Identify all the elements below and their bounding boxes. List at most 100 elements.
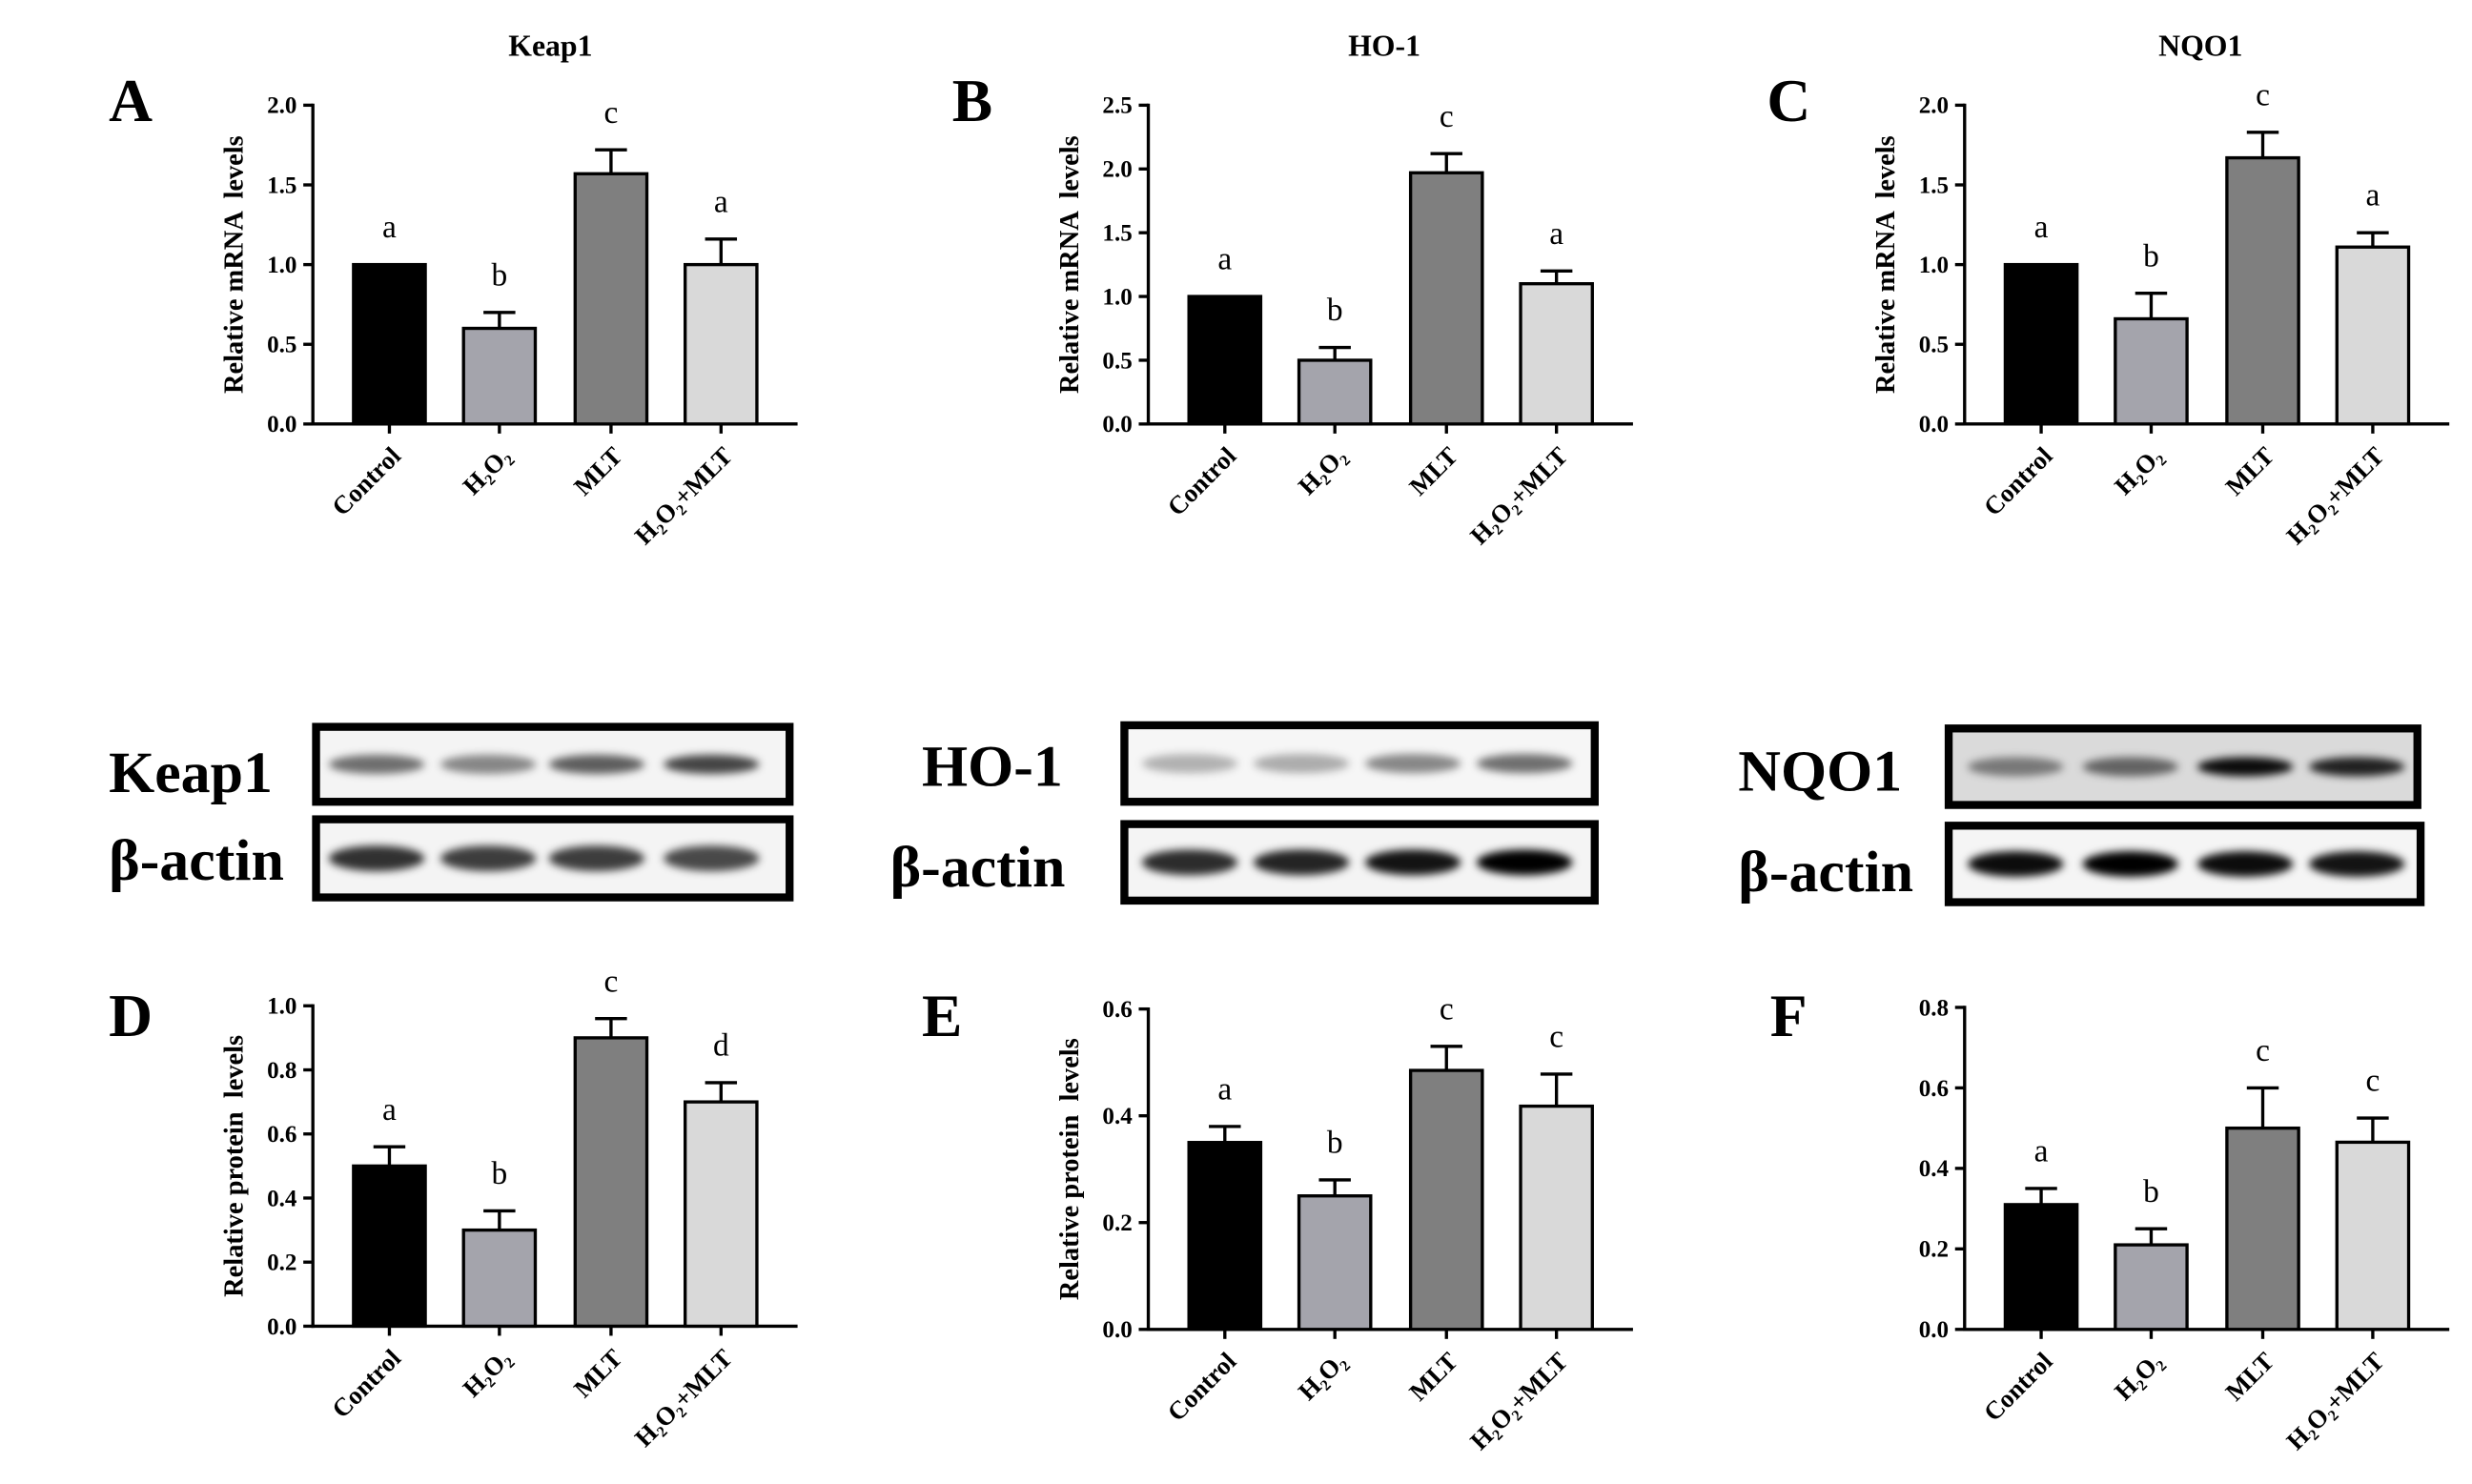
- chart-panel-c: C NQO1 Relative mRNA levels 0.0 0.5 1.0 1.5 2.0…: [1767, 30, 2450, 550]
- significance-letter: b: [2143, 1174, 2159, 1210]
- y-tick-label: 2.0: [1919, 93, 1949, 119]
- blot-band: [1253, 754, 1350, 774]
- bar-h2o2-mlt: [684, 1100, 759, 1329]
- chart-title: Keap1: [508, 30, 592, 63]
- y-axis-label: Relative protein levels: [220, 1035, 250, 1297]
- blot-band: [2196, 757, 2294, 777]
- bar-control: [2003, 262, 2079, 426]
- bar-control: [1187, 295, 1263, 426]
- blot-band: [664, 845, 760, 871]
- y-tick-label: 1.0: [1102, 284, 1132, 310]
- y-tick-label: 0.6: [1919, 1076, 1949, 1102]
- y-axis-label: Relative mRNA levels: [1055, 135, 1085, 394]
- y-tick-label: 1.5: [1919, 173, 1949, 198]
- bar-h2o2: [1297, 1194, 1373, 1332]
- bar-h2o2: [2114, 316, 2189, 426]
- blot-band: [1141, 849, 1238, 876]
- significance-letter: a: [1549, 216, 1563, 252]
- significance-letter: c: [2365, 1064, 2380, 1099]
- chart-title: HO-1: [1348, 30, 1420, 63]
- y-tick-label: 0.6: [267, 1122, 296, 1148]
- blot-loading-label: β-actin: [1738, 840, 1913, 905]
- y-tick-label: 0.0: [1919, 412, 1949, 437]
- significance-letter: a: [714, 184, 728, 219]
- bar-control: [2003, 1203, 2079, 1332]
- blot-band: [2309, 757, 2405, 777]
- bar-control: [352, 262, 427, 426]
- y-tick-label: 1.0: [267, 994, 296, 1020]
- blot-band: [548, 845, 645, 871]
- y-tick-label: 0.8: [267, 1058, 296, 1084]
- blot-band: [2082, 851, 2178, 877]
- bar-control: [352, 1164, 427, 1329]
- bar-h2o2-mlt: [1519, 282, 1594, 426]
- y-tick-label: 0.4: [267, 1186, 297, 1211]
- significance-letter: c: [2256, 1033, 2270, 1068]
- y-axis-label: Relative protein levels: [1055, 1038, 1085, 1300]
- significance-letter: a: [1217, 242, 1232, 277]
- bar-h2o2-mlt: [2335, 245, 2411, 426]
- bar-control: [1187, 1141, 1263, 1332]
- blot-band: [664, 754, 760, 774]
- blot-band: [548, 754, 645, 774]
- significance-letter: b: [1327, 293, 1343, 328]
- y-tick-label: 2.0: [1102, 157, 1132, 183]
- panel-label: C: [1767, 67, 1810, 134]
- bar-mlt: [2225, 1126, 2300, 1332]
- blot-band: [328, 845, 425, 871]
- blot-loading-label: β-actin: [890, 835, 1066, 900]
- y-tick-label: 0.5: [1102, 348, 1132, 374]
- bar-h2o2-mlt: [2335, 1140, 2411, 1332]
- significance-letter: b: [491, 257, 507, 293]
- blot-band: [1141, 754, 1238, 774]
- blot-frame: [1120, 820, 1599, 905]
- bar-h2o2: [2114, 1243, 2189, 1332]
- blot-panel-nqo1: NQO1 β-actin: [1738, 724, 2425, 906]
- blot-band: [1364, 754, 1461, 774]
- y-tick-label: 0.5: [267, 333, 296, 358]
- bar-mlt: [573, 172, 649, 426]
- blot-loading-label: β-actin: [109, 828, 284, 893]
- y-tick-label: 1.5: [267, 173, 296, 198]
- significance-letter: a: [2034, 210, 2049, 245]
- bar-mlt: [1408, 171, 1484, 426]
- y-tick-label: 0.0: [267, 412, 296, 437]
- blot-band: [2196, 851, 2294, 877]
- significance-letter: c: [603, 95, 618, 131]
- blot-band: [439, 754, 537, 774]
- significance-letter: a: [1217, 1071, 1232, 1107]
- y-tick-label: 0.0: [1102, 412, 1132, 437]
- panel-label: E: [922, 982, 962, 1049]
- bar-h2o2: [1297, 358, 1373, 426]
- blot-frame: [312, 815, 794, 902]
- blot-band: [439, 845, 537, 871]
- chart-title: NQO1: [2158, 30, 2242, 63]
- bar-h2o2-mlt: [684, 262, 759, 426]
- significance-letter: b: [2143, 238, 2159, 274]
- blot-band: [1968, 757, 2064, 777]
- blot-panel-keap1: Keap1 β-actin: [109, 722, 794, 902]
- blot-band: [328, 754, 425, 774]
- panel-label: F: [1770, 982, 1808, 1049]
- significance-letter: a: [2034, 1134, 2049, 1169]
- chart-panel-a: A Keap1 Relative mRNA levels 0.0 0.5 1.0 1.5 2.…: [109, 30, 798, 550]
- y-tick-label: 0.2: [1102, 1210, 1132, 1236]
- y-tick-label: 2.5: [1102, 93, 1132, 119]
- blot-target-label: Keap1: [109, 741, 273, 805]
- panel-label: A: [109, 67, 153, 134]
- blot-band: [1477, 849, 1573, 876]
- significance-letter: b: [491, 1156, 507, 1191]
- blot-band: [2082, 757, 2178, 777]
- blot-band: [1364, 849, 1461, 876]
- blot-band: [2309, 851, 2405, 877]
- bar-mlt: [1408, 1068, 1484, 1332]
- bar-h2o2: [461, 1228, 538, 1329]
- bar-mlt: [573, 1036, 649, 1329]
- blot-target-label: HO-1: [922, 734, 1063, 799]
- blot-band: [1253, 849, 1350, 876]
- y-tick-label: 0.4: [1102, 1104, 1133, 1129]
- bar-mlt: [2225, 155, 2300, 426]
- y-tick-label: 0.8: [1919, 995, 1949, 1021]
- significance-letter: a: [382, 210, 397, 245]
